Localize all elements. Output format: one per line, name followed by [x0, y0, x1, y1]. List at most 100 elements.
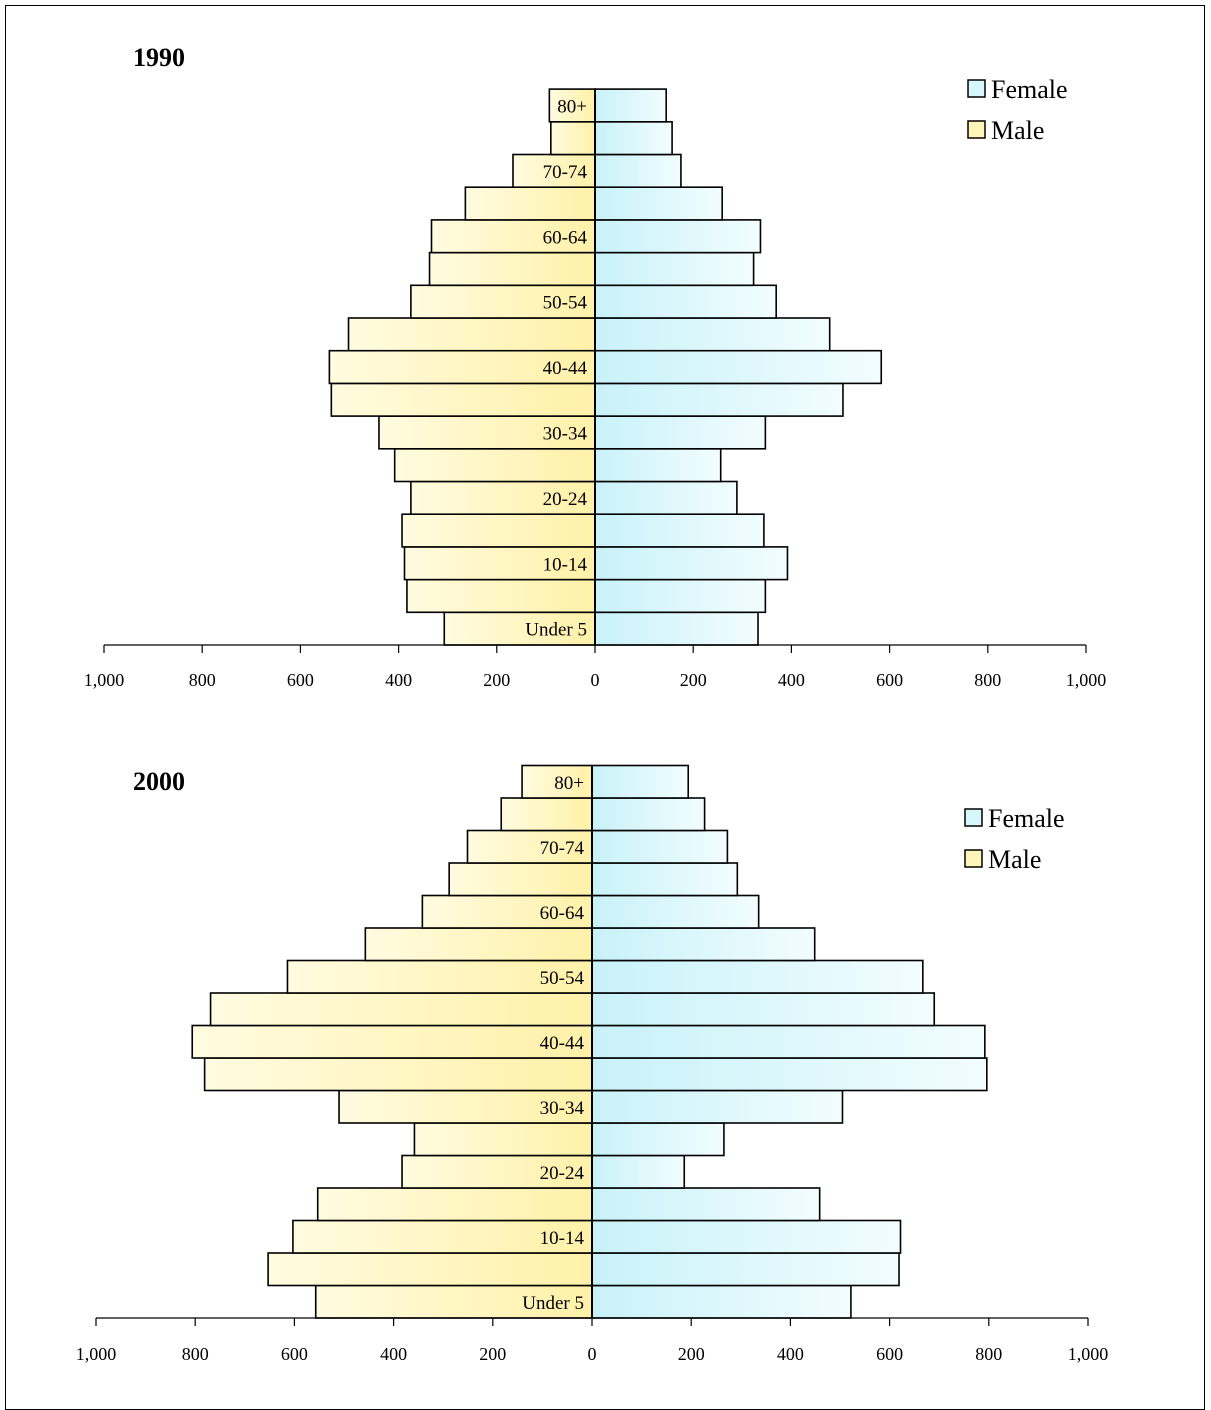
legend-item-female: Female	[964, 804, 1065, 833]
bar-male-30-34	[378, 415, 596, 450]
legend-item-male: Male	[967, 116, 1044, 145]
x-tick-label: 0	[588, 1344, 597, 1364]
bar-female-30-34	[591, 1089, 844, 1124]
bar-female-20-24	[594, 480, 738, 516]
bar-female-45-49	[591, 992, 936, 1027]
x-tick-label: 1,000	[76, 1344, 117, 1364]
x-tick-label: 400	[385, 670, 412, 690]
bar-male-75-79	[550, 121, 596, 156]
bar-female-under-5	[591, 1284, 852, 1319]
bars: Under 5 10-14 20-24 30-34 40-44 50-54 60-64 70-…	[328, 88, 883, 646]
bars: Under 5 10-14 20-24 30-34 40-44 50-54 60-64 70-…	[191, 764, 988, 1319]
bar-male-40-44	[191, 1024, 593, 1059]
bar-male-20-24	[401, 1154, 593, 1189]
age-label: 20-24	[540, 1163, 585, 1184]
bar-female-60-64	[591, 894, 760, 929]
x-tick-label: 1,000	[84, 670, 125, 690]
legend-label-male: Male	[991, 116, 1044, 145]
x-axis: 1,000 800 600 400 200 0 200 400 600 800 1,000	[84, 644, 1106, 690]
age-label: 20-24	[543, 489, 588, 510]
legend: Female Male	[964, 804, 1065, 874]
x-tick-label: 200	[479, 1344, 506, 1364]
legend-swatch-male	[967, 120, 986, 139]
legend-label-female: Female	[991, 75, 1068, 104]
bar-female-75-79	[591, 797, 706, 832]
bar-male-25-29	[413, 1122, 593, 1157]
bar-female-50-54	[594, 284, 777, 319]
bar-female-80-	[594, 88, 667, 123]
x-tick-label: 400	[380, 1344, 407, 1364]
bar-female-35-39	[594, 382, 844, 417]
age-label: 60-64	[543, 227, 588, 248]
bar-male-50-54	[286, 959, 593, 994]
bar-female-25-29	[591, 1122, 725, 1157]
bar-male-55-59	[364, 927, 593, 962]
x-tick-label: 600	[876, 1344, 903, 1364]
age-label: Under 5	[522, 1293, 584, 1314]
legend-swatch-female	[964, 808, 983, 827]
bar-male-15-19	[401, 513, 596, 548]
age-label: Under 5	[525, 620, 587, 641]
bar-male-80-	[521, 764, 593, 799]
bar-male-35-39	[330, 382, 596, 417]
bar-female-40-44	[591, 1024, 986, 1059]
legend-item-female: Female	[967, 75, 1068, 104]
x-tick-label: 800	[189, 670, 216, 690]
x-tick-label: 0	[591, 670, 600, 690]
bar-male-60-64	[421, 894, 593, 929]
bar-female-70-74	[594, 153, 682, 189]
bar-female-5-9	[591, 1252, 900, 1287]
bar-female-20-24	[591, 1154, 686, 1189]
chart-title: 1990	[133, 43, 185, 72]
x-tick-label: 800	[974, 670, 1001, 690]
bar-female-80-	[591, 764, 690, 799]
bar-male-40-44	[328, 349, 596, 385]
x-tick-label: 600	[281, 1344, 308, 1364]
bar-female-55-59	[594, 251, 755, 287]
age-label: 10-14	[540, 1228, 585, 1249]
legend-swatch-male	[964, 849, 983, 868]
x-axis: 1,000 800 600 400 200 0 200 400 600 800 1,000	[76, 1317, 1109, 1364]
x-tick-label: 200	[680, 670, 707, 690]
bar-male-25-29	[393, 447, 596, 483]
bar-female-30-34	[594, 415, 767, 450]
legend-label-female: Female	[988, 804, 1065, 833]
bar-male-45-49	[347, 317, 596, 352]
bar-female-5-9	[594, 578, 767, 614]
bar-female-65-69	[591, 862, 739, 897]
x-tick-label: 400	[777, 1344, 804, 1364]
legend-swatch-female	[967, 79, 986, 98]
legend-item-male: Male	[964, 845, 1041, 874]
bar-male-70-74	[512, 153, 596, 189]
bar-male-30-34	[338, 1089, 593, 1124]
age-label: 80+	[554, 773, 584, 794]
bar-female-55-59	[591, 927, 816, 962]
bar-male-50-54	[410, 284, 596, 319]
age-label: 10-14	[543, 554, 588, 575]
x-tick-label: 200	[678, 1344, 705, 1364]
x-tick-label: 200	[483, 670, 510, 690]
chart-title: 2000	[133, 767, 185, 796]
legend: Female Male	[967, 75, 1068, 145]
x-tick-label: 1,000	[1068, 1344, 1109, 1364]
bar-female-35-39	[591, 1057, 988, 1092]
x-tick-label: 800	[975, 1344, 1002, 1364]
bar-female-under-5	[594, 611, 759, 646]
age-label: 50-54	[540, 968, 585, 989]
age-label: 30-34	[543, 423, 588, 444]
age-label: 40-44	[543, 358, 588, 379]
bar-female-45-49	[594, 317, 831, 352]
bar-female-40-44	[594, 349, 883, 385]
bar-female-10-14	[594, 546, 789, 581]
pyramid-chart-1990: 1990 Female Male Under 5 10-14 20-24 30-34 4…	[84, 43, 1107, 690]
bar-male-65-69	[448, 862, 593, 897]
bar-male-under-5	[443, 611, 596, 646]
bar-male-5-9	[267, 1252, 593, 1287]
bar-female-10-14	[591, 1219, 902, 1254]
bar-male-5-9	[406, 578, 596, 614]
age-label: 30-34	[540, 1098, 585, 1119]
age-label: 70-74	[543, 162, 588, 183]
bar-female-60-64	[594, 219, 762, 254]
pyramid-chart-2000: 2000 Female Male Under 510-1420-2430-344…	[76, 764, 1109, 1364]
bar-male-80-	[548, 88, 596, 123]
